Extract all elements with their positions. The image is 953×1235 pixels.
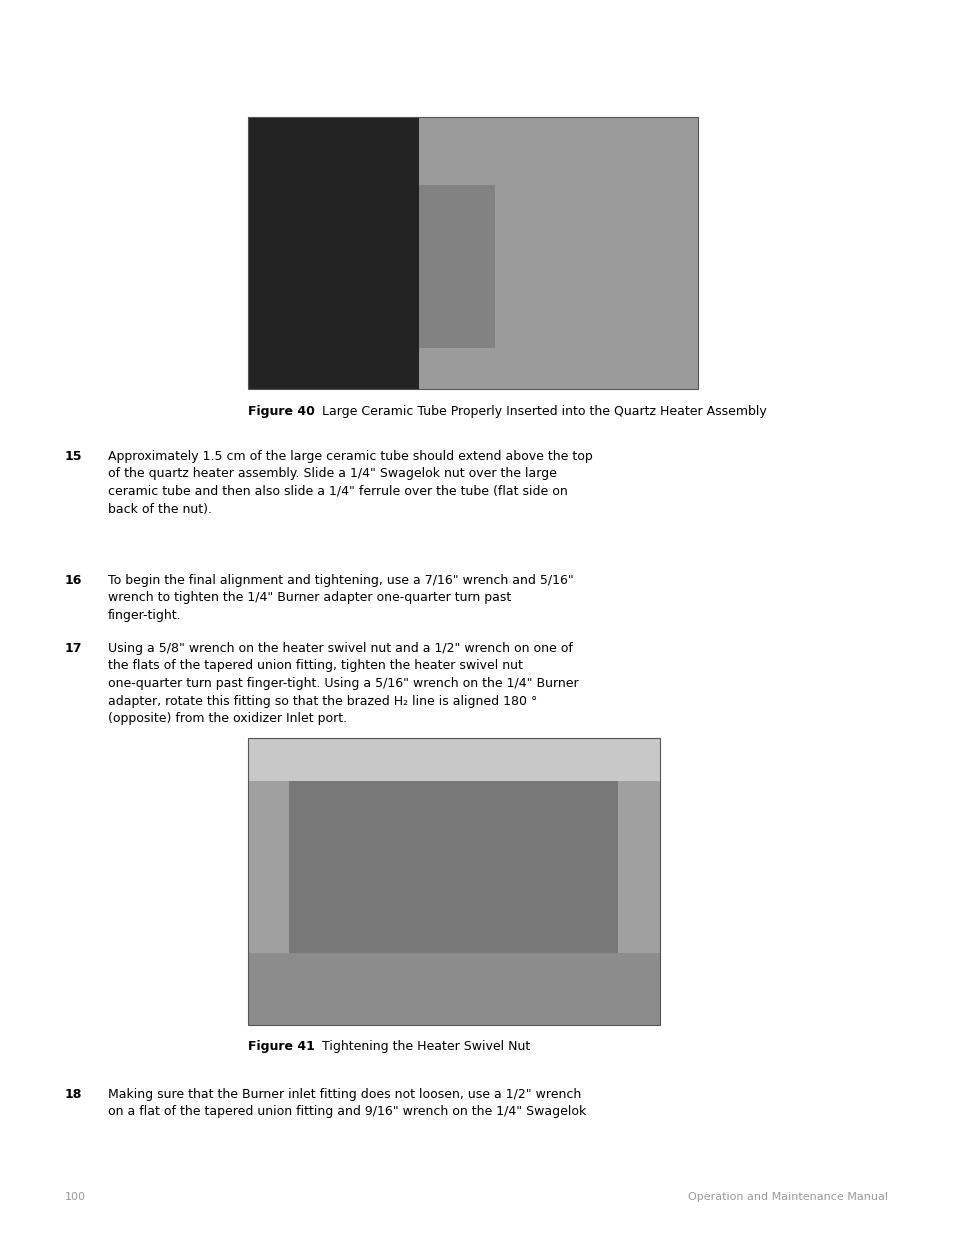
Text: To begin the final alignment and tightening, use a 7/16" wrench and 5/16"
wrench: To begin the final alignment and tighten… — [108, 574, 573, 622]
Text: 16: 16 — [65, 574, 82, 587]
Text: 15: 15 — [65, 450, 82, 463]
Text: 17: 17 — [65, 642, 82, 655]
Text: Approximately 1.5 cm of the large ceramic tube should extend above the top
of th: Approximately 1.5 cm of the large cerami… — [108, 450, 592, 515]
Text: Using a 5/8" wrench on the heater swivel nut and a 1/2" wrench on one of
the fla: Using a 5/8" wrench on the heater swivel… — [108, 642, 578, 725]
Text: Figure 40: Figure 40 — [248, 405, 314, 417]
Bar — [248, 117, 698, 389]
Text: Figure 41: Figure 41 — [248, 1040, 314, 1053]
Text: Making sure that the Burner inlet fitting does not loosen, use a 1/2" wrench
on : Making sure that the Burner inlet fittin… — [108, 1088, 586, 1119]
Text: Operation and Maintenance Manual: Operation and Maintenance Manual — [687, 1192, 887, 1202]
Text: 18: 18 — [65, 1088, 82, 1100]
Bar — [248, 739, 659, 1025]
Text: 100: 100 — [65, 1192, 86, 1202]
Text: Large Ceramic Tube Properly Inserted into the Quartz Heater Assembly: Large Ceramic Tube Properly Inserted int… — [306, 405, 766, 417]
Text: Tightening the Heater Swivel Nut: Tightening the Heater Swivel Nut — [306, 1040, 530, 1053]
